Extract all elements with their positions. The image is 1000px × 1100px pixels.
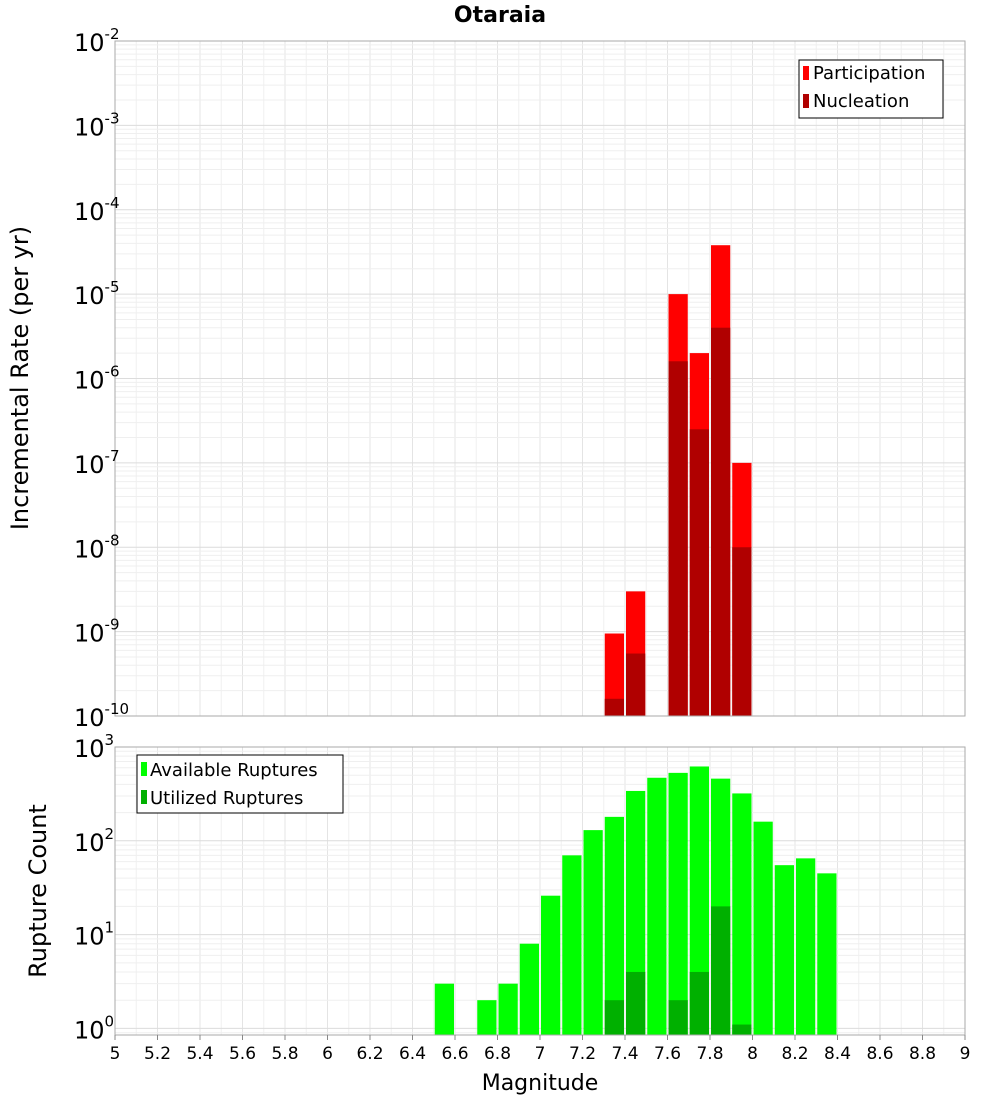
x-tick-label: 7.2: [569, 1044, 596, 1064]
bottom-bar-utilized-ruptures: [689, 971, 709, 1035]
x-tick-label: 6.4: [399, 1044, 426, 1064]
top-y-tick-label: 10-2: [74, 25, 120, 57]
top-bar-nucleation: [732, 547, 752, 716]
bottom-y-tick-labels: 100 101 102 103: [74, 731, 114, 1044]
top-grid: [114, 41, 966, 717]
top-y-tick-label: 10-5: [74, 278, 120, 310]
top-y-tick-label: 10-7: [74, 447, 120, 479]
top-y-tick-label: 10-6: [74, 363, 120, 395]
bottom-y-tick-label: 102: [74, 825, 114, 857]
x-tick-label: 5.6: [229, 1044, 256, 1064]
x-tick-label: 8.8: [909, 1044, 936, 1064]
bottom-bar-available-ruptures: [647, 777, 667, 1035]
x-tick-labels: 5 5.2 5.4 5.6 5.8 6 6.2 6.4 6.6 6.8 7 7.2 7.4 7.6 7.8 8…: [110, 1035, 971, 1064]
x-tick-label: 6.6: [441, 1044, 468, 1064]
x-axis-label: Magnitude: [482, 1071, 599, 1096]
top-plot-border: [114, 40, 966, 717]
top-bar-nucleation: [604, 698, 624, 716]
bottom-bar-available-ruptures: [583, 830, 603, 1035]
x-tick-label: 8: [747, 1044, 758, 1064]
x-tick-label: 7: [535, 1044, 546, 1064]
bottom-bar-utilized-ruptures: [711, 906, 731, 1035]
x-tick-label: 6: [322, 1044, 333, 1064]
top-y-tick-label: 10-9: [74, 616, 120, 648]
x-tick-label: 7.4: [611, 1044, 638, 1064]
bottom-bar-utilized-ruptures: [732, 1024, 752, 1035]
top-bar-nucleation: [711, 327, 731, 716]
x-tick-label: 6.8: [484, 1044, 511, 1064]
bottom-bar-available-ruptures: [541, 895, 561, 1035]
bottom-legend: Available Ruptures Utilized Ruptures: [136, 754, 344, 814]
legend-label-available: Available Ruptures: [150, 760, 318, 781]
bottom-y-tick-label: 103: [74, 731, 114, 763]
x-tick-label: 5.2: [144, 1044, 171, 1064]
bottom-bar-utilized-ruptures: [668, 1000, 688, 1035]
top-bar-nucleation: [689, 429, 709, 716]
legend-swatch-utilized: [141, 790, 147, 804]
x-tick-label: 9: [960, 1044, 971, 1064]
x-tick-label: 7.8: [696, 1044, 723, 1064]
bottom-bar-available-ruptures: [732, 793, 752, 1035]
x-tick-label: 7.6: [654, 1044, 681, 1064]
top-bar-participation: [604, 633, 624, 716]
bottom-bar-available-ruptures: [562, 855, 582, 1035]
bottom-bar-utilized-ruptures: [626, 971, 646, 1035]
top-y-axis-label: Incremental Rate (per yr): [6, 226, 34, 530]
legend-label-participation: Participation: [813, 63, 925, 84]
top-bar-nucleation: [668, 361, 688, 716]
bottom-bar-available-ruptures: [434, 983, 454, 1035]
x-tick-label: 8.4: [824, 1044, 851, 1064]
bottom-bars: [434, 766, 837, 1035]
chart-title: Otaraia: [454, 3, 546, 28]
bottom-bar-available-ruptures: [604, 816, 624, 1035]
top-bar-nucleation: [626, 653, 646, 716]
top-y-tick-label: 10-8: [74, 531, 120, 563]
top-y-tick-label: 10-10: [74, 700, 129, 732]
top-legend: Participation Nucleation: [798, 59, 944, 119]
bottom-bar-available-ruptures: [774, 865, 794, 1035]
top-y-tick-label: 10-4: [74, 194, 120, 226]
x-tick-label: 8.6: [866, 1044, 893, 1064]
top-y-tick-label: 10-3: [74, 109, 120, 141]
bottom-y-tick-label: 101: [74, 919, 114, 951]
bottom-bar-available-ruptures: [796, 858, 816, 1035]
legend-swatch-available: [141, 762, 147, 776]
top-bars: [604, 245, 752, 717]
bottom-bar-available-ruptures: [753, 821, 773, 1035]
bottom-bar-utilized-ruptures: [604, 1000, 624, 1035]
bottom-bar-available-ruptures: [817, 873, 837, 1035]
bottom-y-axis-label: Rupture Count: [24, 804, 52, 978]
legend-label-nucleation: Nucleation: [813, 91, 909, 112]
bottom-y-tick-label: 100: [74, 1012, 114, 1044]
bottom-bar-available-ruptures: [689, 766, 709, 1035]
bottom-bar-available-ruptures: [519, 943, 539, 1035]
legend-swatch-nucleation: [803, 94, 809, 108]
legend-label-utilized: Utilized Ruptures: [150, 788, 303, 809]
bottom-bar-available-ruptures: [477, 1000, 497, 1035]
top-y-tick-labels: 10-10 10-9 10-8 10-7 10-6 10-5 10-4 10-3 10-2: [74, 25, 129, 732]
x-tick-label: 5.8: [271, 1044, 298, 1064]
x-tick-label: 5.4: [186, 1044, 213, 1064]
x-tick-label: 8.2: [781, 1044, 808, 1064]
bottom-bar-available-ruptures: [668, 772, 688, 1035]
bottom-bar-available-ruptures: [498, 983, 518, 1035]
legend-swatch-participation: [803, 66, 809, 80]
x-tick-label: 5: [110, 1044, 121, 1064]
x-tick-label: 6.2: [356, 1044, 383, 1064]
